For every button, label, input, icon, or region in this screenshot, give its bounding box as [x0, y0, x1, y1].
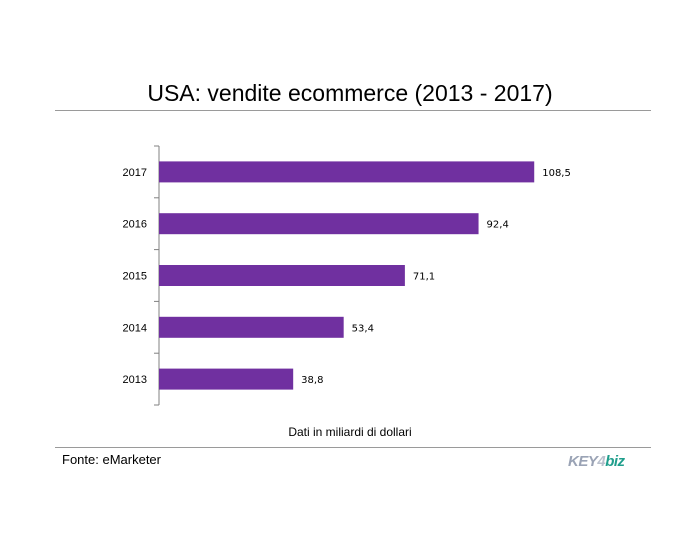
- logo-biz-text: biz: [605, 453, 625, 470]
- bar-2015: [159, 265, 405, 286]
- y-tick-label-2014: 2014: [123, 322, 147, 334]
- bar-2014: [159, 316, 344, 338]
- data-label-2017: 108,5: [542, 168, 571, 179]
- chart-title: USA: vendite ecommerce (2013 - 2017): [147, 80, 553, 106]
- unit-note: Dati in miliardi di dollari: [288, 425, 412, 439]
- top-divider: [55, 110, 651, 111]
- logo-key-text: KEY: [568, 453, 598, 470]
- data-label-2014: 53,4: [352, 323, 374, 334]
- bar-2017: [159, 161, 535, 183]
- data-label-2016: 92,4: [487, 220, 509, 231]
- data-label-2013: 38,8: [301, 375, 323, 386]
- logo-num-text: 4: [597, 453, 606, 470]
- bar-2013: [159, 368, 294, 390]
- y-tick-label-2015: 2015: [123, 271, 147, 283]
- bottom-divider: [55, 447, 651, 448]
- y-tick-label-2017: 2017: [123, 167, 147, 179]
- bar-2016: [159, 213, 479, 235]
- y-tick-label-2013: 2013: [123, 374, 147, 386]
- y-tick-label-2016: 2016: [123, 219, 147, 231]
- key4biz-logo: KEY4biz: [568, 453, 625, 470]
- data-label-2015: 71,1: [413, 272, 435, 283]
- source-text: Fonte: eMarketer: [62, 452, 161, 467]
